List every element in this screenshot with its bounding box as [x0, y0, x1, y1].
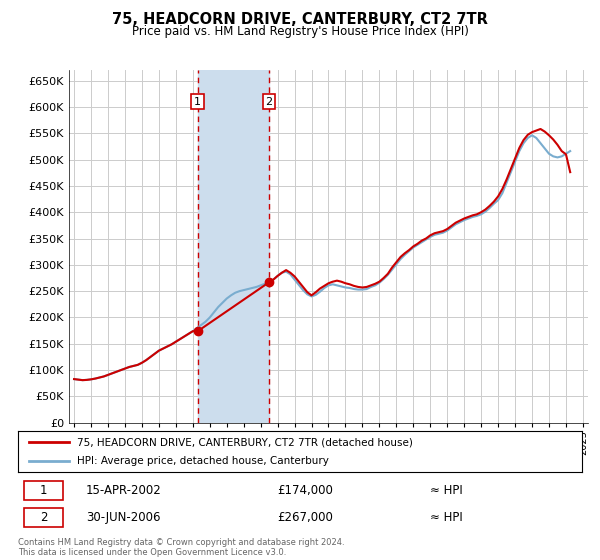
- Text: ≈ HPI: ≈ HPI: [430, 511, 463, 524]
- Text: 15-APR-2002: 15-APR-2002: [86, 484, 161, 497]
- Text: ≈ HPI: ≈ HPI: [430, 484, 463, 497]
- Text: HPI: Average price, detached house, Canterbury: HPI: Average price, detached house, Cant…: [77, 456, 329, 465]
- Bar: [198, 70, 269, 423]
- Text: 2: 2: [40, 511, 47, 524]
- Text: £267,000: £267,000: [277, 511, 334, 524]
- Text: 2: 2: [266, 96, 272, 106]
- Text: 1: 1: [40, 484, 47, 497]
- Text: Price paid vs. HM Land Registry's House Price Index (HPI): Price paid vs. HM Land Registry's House …: [131, 25, 469, 38]
- Text: 30-JUN-2006: 30-JUN-2006: [86, 511, 160, 524]
- Text: 75, HEADCORN DRIVE, CANTERBURY, CT2 7TR: 75, HEADCORN DRIVE, CANTERBURY, CT2 7TR: [112, 12, 488, 27]
- Text: 75, HEADCORN DRIVE, CANTERBURY, CT2 7TR (detached house): 75, HEADCORN DRIVE, CANTERBURY, CT2 7TR …: [77, 437, 413, 447]
- Text: £174,000: £174,000: [277, 484, 334, 497]
- Text: Contains HM Land Registry data © Crown copyright and database right 2024.
This d: Contains HM Land Registry data © Crown c…: [18, 538, 344, 557]
- Text: 1: 1: [194, 96, 201, 106]
